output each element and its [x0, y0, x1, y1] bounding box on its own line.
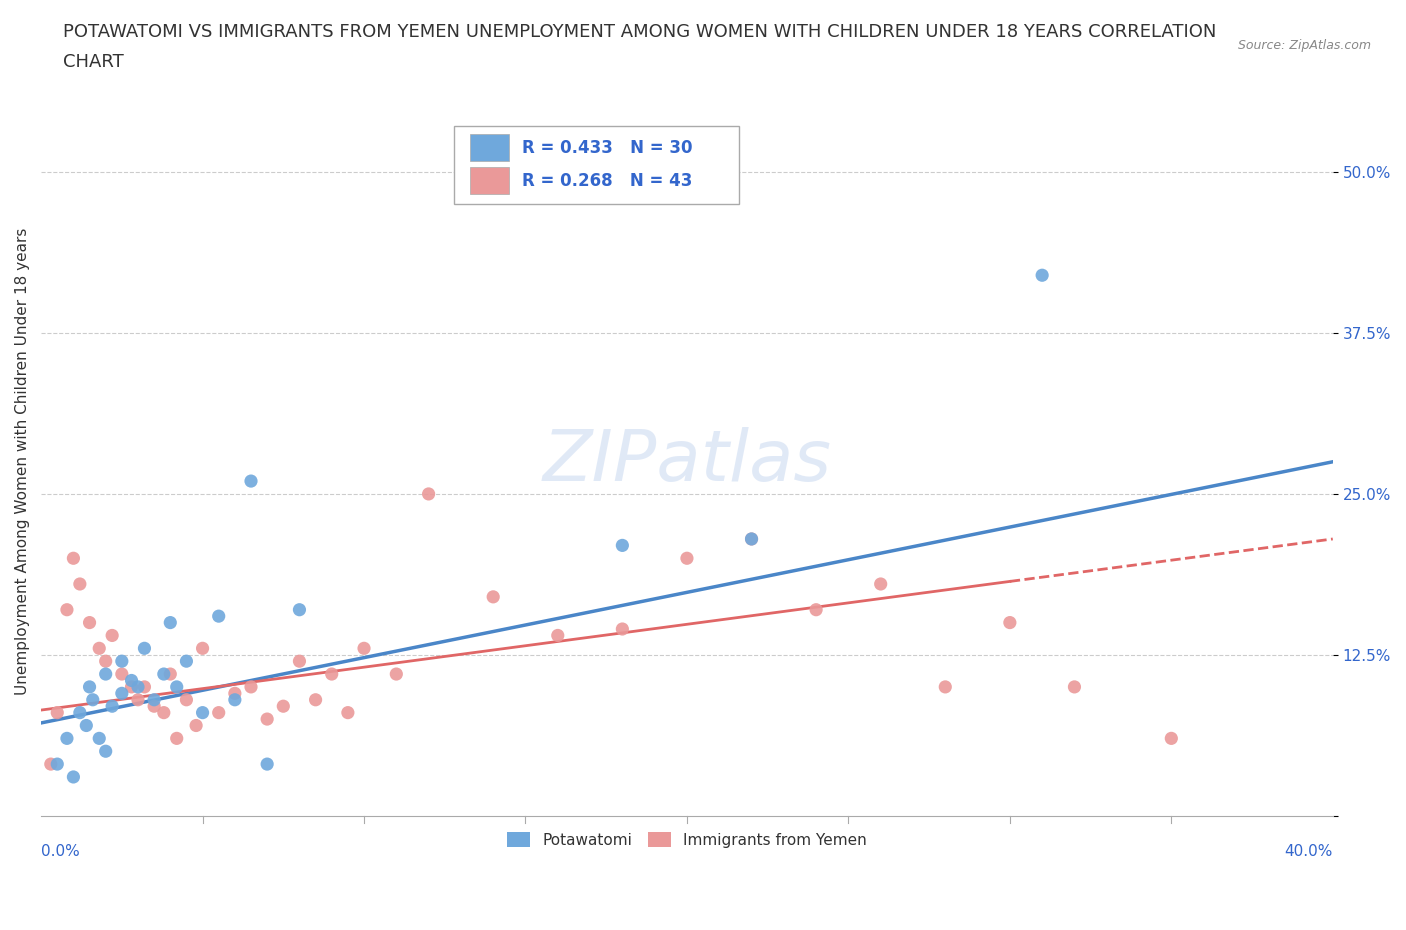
- Point: [111, 654, 134, 669]
- Legend: Potawatomi, Immigrants from Yemen: Potawatomi, Immigrants from Yemen: [502, 826, 873, 854]
- Point: [1160, 731, 1182, 746]
- Point: [79, 615, 101, 630]
- Point: [69, 577, 91, 591]
- Point: [288, 654, 311, 669]
- Point: [176, 654, 198, 669]
- Point: [191, 641, 214, 656]
- Point: [89, 641, 111, 656]
- Point: [271, 698, 294, 713]
- Point: [176, 692, 198, 707]
- Point: [224, 686, 246, 701]
- Point: [94, 744, 117, 759]
- Point: [121, 680, 143, 695]
- Point: [385, 667, 408, 682]
- Point: [1063, 680, 1085, 695]
- Point: [256, 711, 278, 726]
- Point: [94, 667, 117, 682]
- Point: [256, 757, 278, 772]
- Point: [56, 603, 79, 618]
- Point: [121, 673, 143, 688]
- Point: [418, 486, 440, 501]
- Text: CHART: CHART: [63, 53, 124, 71]
- FancyBboxPatch shape: [454, 126, 738, 204]
- Point: [69, 705, 91, 720]
- Point: [804, 603, 827, 618]
- Point: [127, 680, 149, 695]
- Point: [39, 757, 62, 772]
- Point: [101, 698, 124, 713]
- Point: [75, 718, 97, 733]
- Y-axis label: Unemployment Among Women with Children Under 18 years: Unemployment Among Women with Children U…: [15, 228, 30, 696]
- Point: [240, 473, 263, 488]
- FancyBboxPatch shape: [470, 167, 509, 194]
- Point: [208, 705, 231, 720]
- Text: POTAWATOMI VS IMMIGRANTS FROM YEMEN UNEMPLOYMENT AMONG WOMEN WITH CHILDREN UNDER: POTAWATOMI VS IMMIGRANTS FROM YEMEN UNEM…: [63, 23, 1216, 41]
- Point: [134, 680, 156, 695]
- Point: [153, 667, 176, 682]
- Point: [321, 667, 343, 682]
- Point: [336, 705, 359, 720]
- Point: [46, 705, 69, 720]
- Text: 40.0%: 40.0%: [1285, 844, 1333, 859]
- Point: [353, 641, 375, 656]
- Point: [134, 641, 156, 656]
- Point: [143, 692, 166, 707]
- Point: [934, 680, 956, 695]
- Point: [159, 615, 181, 630]
- Point: [304, 692, 326, 707]
- Text: Source: ZipAtlas.com: Source: ZipAtlas.com: [1237, 39, 1371, 52]
- Point: [46, 757, 69, 772]
- Point: [612, 538, 634, 552]
- Point: [676, 551, 699, 565]
- Text: R = 0.433   N = 30: R = 0.433 N = 30: [522, 139, 692, 156]
- Point: [82, 692, 104, 707]
- Point: [741, 532, 763, 547]
- Point: [62, 769, 84, 784]
- Point: [612, 621, 634, 636]
- Point: [79, 680, 101, 695]
- Text: 0.0%: 0.0%: [41, 844, 80, 859]
- Point: [143, 698, 166, 713]
- Point: [547, 628, 569, 643]
- Point: [166, 731, 188, 746]
- Point: [62, 551, 84, 565]
- Point: [166, 680, 188, 695]
- Point: [111, 667, 134, 682]
- Point: [127, 692, 149, 707]
- Text: R = 0.268   N = 43: R = 0.268 N = 43: [522, 172, 692, 190]
- Point: [101, 628, 124, 643]
- Point: [869, 577, 891, 591]
- Point: [56, 731, 79, 746]
- Point: [741, 532, 763, 547]
- Point: [482, 590, 505, 604]
- Point: [240, 680, 263, 695]
- Point: [153, 705, 176, 720]
- Point: [224, 692, 246, 707]
- Point: [1031, 268, 1053, 283]
- FancyBboxPatch shape: [470, 134, 509, 161]
- Point: [191, 705, 214, 720]
- Point: [159, 667, 181, 682]
- Point: [111, 686, 134, 701]
- Point: [184, 718, 207, 733]
- Point: [998, 615, 1021, 630]
- Point: [208, 609, 231, 624]
- Text: ZIPatlas: ZIPatlas: [543, 427, 831, 497]
- Point: [89, 731, 111, 746]
- Point: [94, 654, 117, 669]
- Point: [288, 603, 311, 618]
